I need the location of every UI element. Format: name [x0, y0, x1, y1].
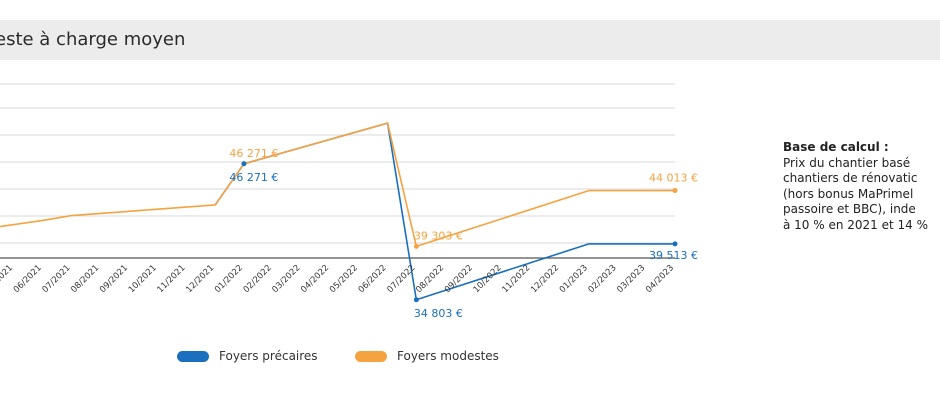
chart-legend: Foyers précaires Foyers modestes — [0, 349, 940, 369]
note-line: (hors bonus MaPrimel — [783, 186, 914, 201]
page-title: este à charge moyen — [0, 29, 186, 50]
note-line: à 10 % en 2021 et 14 % — [783, 217, 929, 232]
x-tick-label: 09/2022 — [443, 263, 475, 295]
note-line: passoire et BBC), inde — [783, 202, 916, 216]
x-tick-label: 04/2022 — [299, 263, 331, 295]
data-label: 39 303 € — [414, 229, 463, 242]
x-tick-label: 09/2021 — [98, 263, 130, 295]
note-title: Base de calcul : — [783, 140, 889, 154]
data-point-marker — [413, 243, 419, 249]
legend-label: Foyers modestes — [397, 349, 499, 363]
x-tick-label: 02/2022 — [242, 263, 274, 295]
x-tick-label: 01/2022 — [213, 263, 245, 295]
x-tick-label: 11/2021 — [156, 263, 188, 295]
data-point-marker — [413, 297, 419, 303]
x-tick-label: 10/2021 — [127, 263, 159, 295]
data-label: 39 513 € — [649, 249, 698, 262]
legend-label: Foyers précaires — [219, 349, 318, 363]
x-tick-label: 02/2023 — [587, 263, 619, 295]
data-label: 46 271 € — [229, 171, 278, 184]
x-tick-label: 08/2022 — [414, 263, 446, 295]
x-tick-label: 04/2023 — [644, 263, 676, 295]
x-tick-label: 03/2023 — [615, 263, 647, 295]
x-tick-label: 06/2022 — [357, 263, 389, 295]
calculation-note: Base de calcul : Prix du chantier basé c… — [783, 140, 928, 233]
legend-swatch-icon — [355, 350, 387, 362]
x-tick-label: 07/2021 — [41, 263, 73, 295]
x-tick-label: 10/2022 — [472, 263, 504, 295]
data-point-marker — [241, 161, 247, 167]
series-line-modestes — [0, 122, 675, 248]
data-label: 44 013 € — [649, 172, 698, 185]
legend-swatch-icon — [177, 350, 209, 362]
x-tick-label: 08/2021 — [69, 263, 101, 295]
data-point-marker — [672, 241, 678, 247]
note-line: Prix du chantier basé — [783, 155, 911, 170]
legend-item-modestes: Foyers modestes — [355, 349, 499, 363]
x-tick-label: 01/2023 — [558, 263, 590, 295]
x-tick-label: 12/2021 — [184, 263, 216, 295]
data-label: 46 271 € — [229, 147, 278, 160]
data-label: 34 803 € — [414, 307, 463, 320]
x-tick-label: 03/2022 — [270, 263, 302, 295]
header-band — [0, 20, 940, 60]
x-tick-label: 05/2022 — [328, 263, 360, 295]
legend-item-precaires: Foyers précaires — [177, 349, 318, 363]
x-tick-label: 06/2021 — [12, 263, 44, 295]
note-line: chantiers de rénovatic — [783, 171, 918, 185]
x-tick-label: 12/2022 — [529, 263, 561, 295]
data-point-marker — [672, 188, 678, 194]
line-chart: 46 271 € 46 271 € 39 303 € 34 803 € 44 013 €… — [0, 83, 698, 320]
